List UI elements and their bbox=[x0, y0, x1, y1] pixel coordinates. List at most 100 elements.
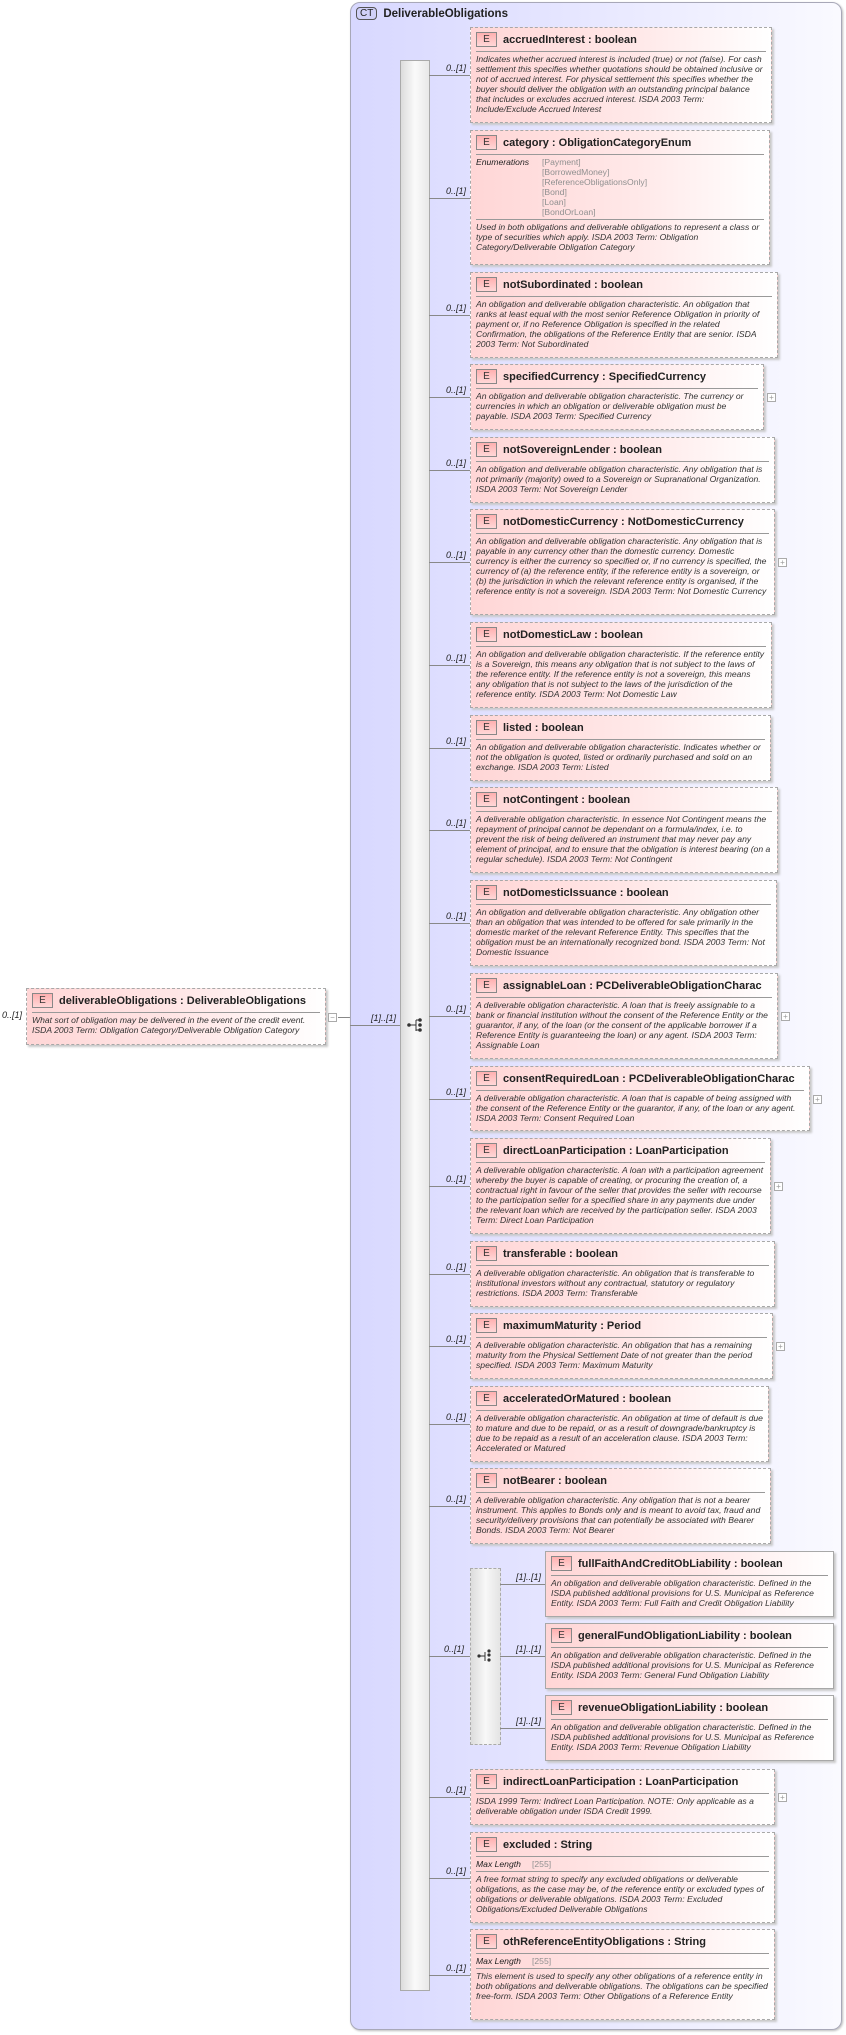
cardinality-label: 0..[1] bbox=[445, 1785, 466, 1795]
element-type: String bbox=[674, 1935, 706, 1948]
connector bbox=[429, 315, 470, 316]
element-type: LoanParticipation bbox=[645, 1775, 739, 1788]
element-name: specifiedCurrency bbox=[503, 370, 599, 383]
expand-plus-icon[interactable]: + bbox=[776, 1342, 785, 1351]
separator: : bbox=[578, 793, 588, 806]
element-type: LoanParticipation bbox=[635, 1144, 729, 1157]
cardinality-label: 0..[1] bbox=[445, 1494, 466, 1504]
max-length-value: [255] bbox=[532, 1956, 552, 1966]
element-badge: E bbox=[476, 978, 497, 993]
element-badge: E bbox=[476, 514, 497, 529]
connector bbox=[338, 1017, 350, 1018]
max-length-label: Max Length bbox=[476, 1956, 521, 1966]
expand-plus-icon[interactable]: + bbox=[781, 1012, 790, 1021]
separator: : bbox=[664, 1935, 675, 1948]
element-badge: E bbox=[476, 1246, 497, 1261]
connector bbox=[429, 1099, 470, 1100]
connector bbox=[500, 1584, 545, 1585]
connector bbox=[429, 830, 470, 831]
element-type: boolean bbox=[619, 443, 662, 456]
cardinality-label: 0..[1] bbox=[445, 63, 466, 73]
element-name: fullFaithAndCreditObLiability bbox=[578, 1557, 731, 1570]
cardinality-label: 0..[1] bbox=[445, 458, 466, 468]
element-description: Indicates whether accrued interest is in… bbox=[476, 54, 763, 114]
minus-icon[interactable]: − bbox=[328, 1013, 337, 1022]
expand-plus-icon[interactable]: + bbox=[778, 558, 787, 567]
element-name: directLoanParticipation bbox=[503, 1144, 626, 1157]
cardinality-label: 0..[1] bbox=[445, 385, 466, 395]
element-badge: E bbox=[476, 1774, 497, 1789]
element-name: consentRequiredLoan bbox=[503, 1072, 620, 1085]
element-description: An obligation and deliverable obligation… bbox=[476, 391, 744, 421]
element-badge: E bbox=[551, 1700, 572, 1715]
separator: : bbox=[176, 994, 187, 1007]
element-description: A deliverable obligation characteristic.… bbox=[476, 1093, 796, 1123]
expand-plus-icon[interactable]: + bbox=[778, 1793, 787, 1802]
connector bbox=[429, 1975, 470, 1976]
separator: : bbox=[730, 1557, 741, 1570]
element-description: A deliverable obligation characteristic.… bbox=[476, 1495, 761, 1535]
element-name: notContingent bbox=[503, 793, 579, 806]
element-badge: E bbox=[476, 369, 497, 384]
element-description: A deliverable obligation characteristic.… bbox=[476, 1268, 755, 1298]
expand-plus-icon[interactable]: + bbox=[767, 393, 776, 402]
element-badge: E bbox=[476, 627, 497, 642]
max-length-facet: Max Length [255] bbox=[476, 1956, 769, 1969]
cardinality-label: 0..[1] bbox=[445, 911, 466, 921]
separator: : bbox=[550, 1838, 561, 1851]
enumeration-value: [BondOrLoan] bbox=[542, 207, 596, 217]
separator: : bbox=[597, 1319, 607, 1332]
cardinality-label: 0..[1] bbox=[445, 1412, 466, 1422]
element-name: listed bbox=[503, 721, 532, 734]
connector bbox=[429, 198, 470, 199]
separator: : bbox=[609, 443, 620, 456]
expand-plus-icon[interactable]: + bbox=[813, 1095, 822, 1104]
separator: : bbox=[739, 1629, 750, 1642]
enumeration-value: [ReferenceObligationsOnly] bbox=[542, 177, 648, 187]
expand-plus-icon[interactable]: + bbox=[774, 1182, 783, 1191]
element-name: notSubordinated bbox=[503, 278, 591, 291]
element-name: generalFundObligationLiability bbox=[578, 1629, 740, 1642]
cardinality-label: 0..[1] bbox=[445, 1963, 466, 1973]
element-type: String bbox=[560, 1838, 593, 1851]
connector bbox=[429, 1016, 470, 1017]
ct-title: DeliverableObligations bbox=[383, 7, 508, 20]
connector bbox=[500, 1728, 545, 1729]
separator: : bbox=[586, 979, 596, 992]
connector bbox=[429, 397, 470, 398]
element-type: boolean bbox=[594, 33, 637, 46]
cardinality-label: 0..[1] bbox=[445, 1174, 466, 1184]
element-name: transferable bbox=[503, 1247, 566, 1260]
sequence-cardinality: [1]..[1] bbox=[370, 1013, 396, 1023]
element-type: boolean bbox=[587, 793, 631, 806]
cardinality-label: [1]..[1] bbox=[515, 1644, 541, 1654]
element-badge: E bbox=[476, 135, 497, 150]
cardinality-label: 0..[1] bbox=[445, 1262, 466, 1272]
element-type: boolean bbox=[600, 628, 643, 641]
connector bbox=[429, 1186, 470, 1187]
